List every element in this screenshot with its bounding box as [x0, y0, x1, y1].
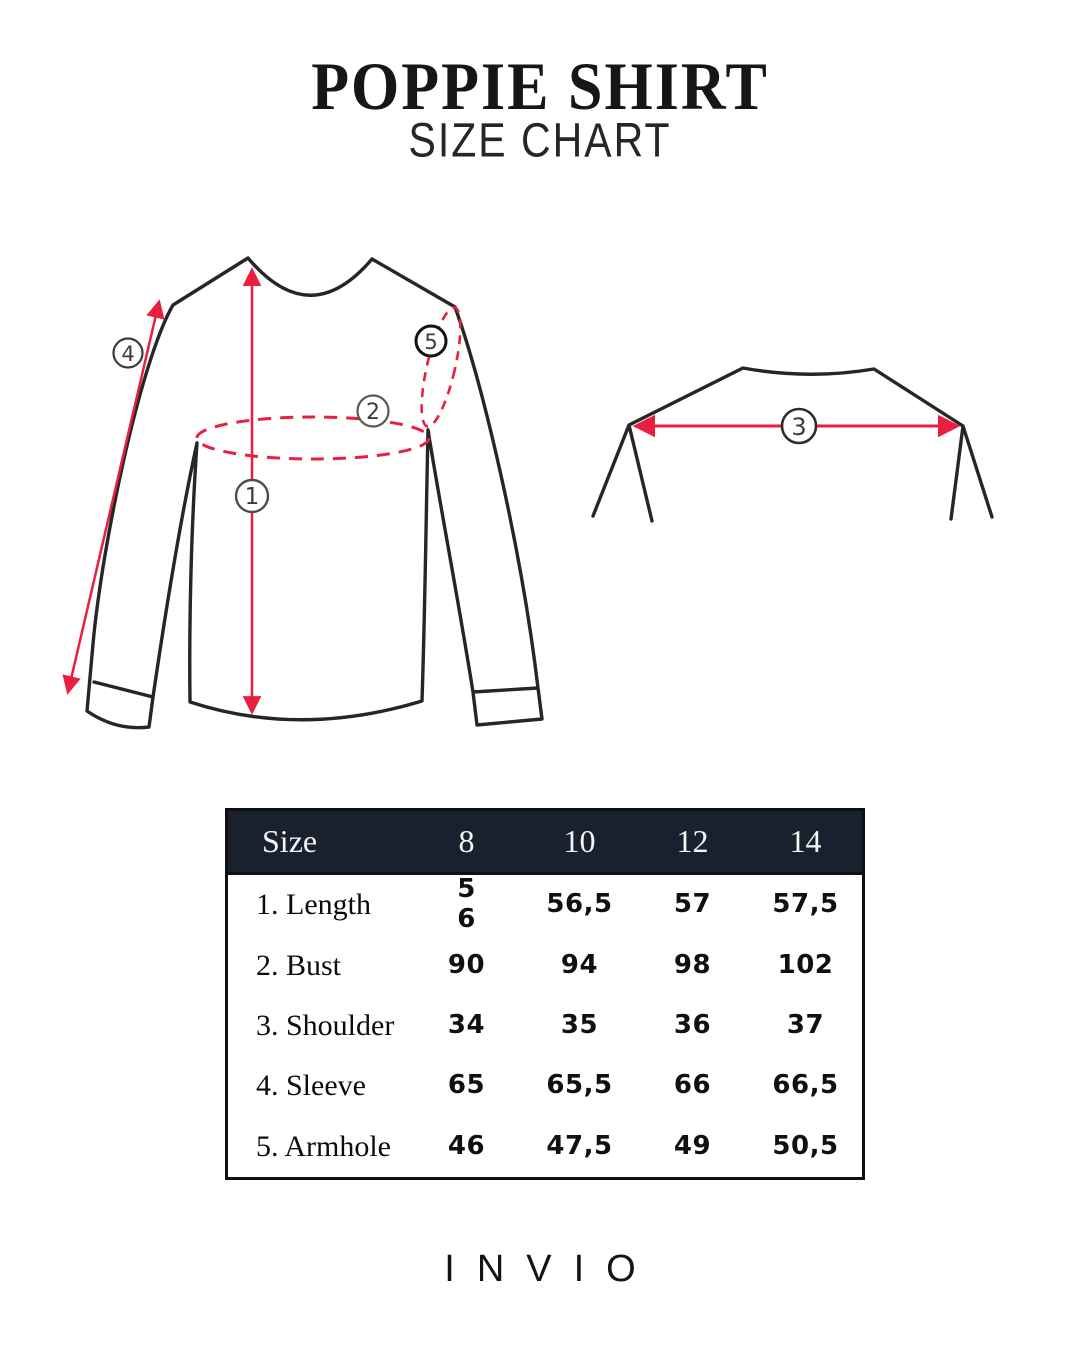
size-column-header-14: 14: [749, 811, 862, 875]
row-label-shoulder: 3. Shoulder: [256, 1008, 395, 1042]
shirt-front-outline: [85, 256, 544, 730]
marker-armhole: 5: [414, 324, 448, 358]
marker-sleeve: 4: [112, 337, 144, 369]
shoulder-size-14: 37: [786, 1010, 825, 1041]
length-size-14: 57,5: [772, 889, 839, 920]
length-size-12: 57: [673, 889, 712, 920]
size-table: Size 8 10 12 14 1. Length 5 6 56,5 57 57…: [225, 808, 865, 1180]
size-column-header-10: 10: [523, 811, 636, 875]
size-column-header-12: 12: [636, 811, 749, 875]
sleeve-size-8: 65: [447, 1070, 486, 1101]
marker-armhole-number: 5: [424, 330, 437, 354]
size-table-corner-header: Size: [228, 811, 410, 875]
bust-size-10: 94: [560, 949, 599, 980]
armhole-size-10: 47,5: [546, 1130, 613, 1161]
armhole-size-14: 50,5: [772, 1130, 839, 1161]
sleeve-size-12: 66: [673, 1070, 712, 1101]
marker-bust-number: 2: [366, 400, 380, 425]
armhole-measure-ellipse: [420, 306, 462, 428]
row-label-sleeve: 4. Sleeve: [256, 1069, 366, 1103]
length-size-10: 56,5: [546, 889, 613, 920]
bust-size-8: 90: [447, 949, 486, 980]
length-size-8: 5 6: [457, 874, 476, 935]
bust-size-14: 102: [777, 949, 834, 980]
shoulder-size-8: 34: [447, 1010, 486, 1041]
page-title: POPPIE SHIRT: [311, 49, 769, 125]
shirt-back-outline: [591, 366, 994, 523]
marker-shoulder: 3: [780, 407, 818, 445]
bust-measure-ellipse: [195, 415, 431, 461]
sleeve-measure-arrow: [62, 299, 165, 695]
shirt-measurement-diagram: 1 2 3 4 5: [62, 256, 994, 730]
size-column-header-8: 8: [410, 811, 523, 875]
shoulder-size-12: 36: [673, 1010, 712, 1041]
brand-logo: INVIO: [444, 1248, 658, 1290]
marker-shoulder-number: 3: [791, 413, 806, 441]
marker-length-number: 1: [245, 484, 260, 510]
row-label-armhole: 5. Armhole: [256, 1129, 391, 1163]
sleeve-size-14: 66,5: [772, 1070, 839, 1101]
bust-size-12: 98: [673, 949, 712, 980]
row-label-bust: 2. Bust: [256, 948, 342, 982]
marker-bust: 2: [356, 394, 390, 428]
shoulder-size-10: 35: [560, 1010, 599, 1041]
marker-sleeve-number: 4: [121, 342, 134, 366]
sleeve-size-10: 65,5: [546, 1070, 613, 1101]
armhole-size-12: 49: [673, 1130, 712, 1161]
page-subtitle: SIZE CHART: [408, 113, 672, 168]
marker-length: 1: [234, 478, 270, 514]
armhole-size-8: 46: [447, 1130, 486, 1161]
row-label-length: 1. Length: [256, 888, 371, 922]
